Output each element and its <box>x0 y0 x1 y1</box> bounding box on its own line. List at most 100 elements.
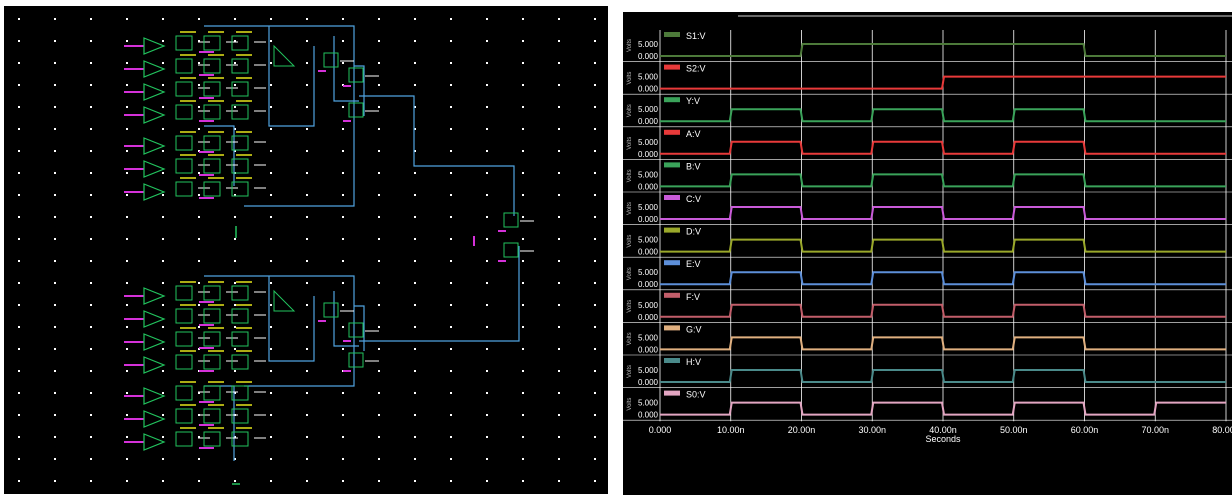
y-unit-label: Volts <box>627 202 633 215</box>
signal-trace <box>660 75 1226 90</box>
legend-label: D:V <box>686 227 701 237</box>
signal-trace <box>660 369 1226 383</box>
y-tick-low: 0.000 <box>638 150 659 159</box>
legend-swatch <box>664 227 680 233</box>
legend-label: F:V <box>686 292 700 302</box>
signal-row: E:V 5.000 0.000 Volts <box>623 259 1232 291</box>
y-tick-low: 0.000 <box>638 345 659 354</box>
legend-swatch <box>664 260 680 266</box>
signal-row: Y:V 5.000 0.000 Volts <box>623 96 1232 128</box>
legend-label: B:V <box>686 161 701 171</box>
signal-row: G:V 5.000 0.000 Volts <box>623 324 1232 356</box>
legend-swatch <box>664 390 680 396</box>
x-tick-label: 70.00n <box>1141 425 1169 435</box>
x-tick-label: 60.00n <box>1071 425 1099 435</box>
signal-trace <box>660 108 1226 123</box>
logic-block <box>124 381 266 451</box>
signal-trace <box>660 43 1226 57</box>
y-tick-low: 0.000 <box>638 182 659 191</box>
y-unit-label: Volts <box>627 235 633 248</box>
y-tick-high: 5.000 <box>638 268 659 277</box>
x-tick-label: 50.00n <box>1000 425 1028 435</box>
signal-row: S1:V 5.000 0.000 Volts <box>623 31 1232 62</box>
y-tick-low: 0.000 <box>638 117 659 126</box>
x-axis-label: Seconds <box>925 434 961 444</box>
grid-lines <box>659 30 1227 422</box>
legend-label: S1:V <box>686 31 706 41</box>
y-tick-high: 5.000 <box>638 73 659 82</box>
y-tick-high: 5.000 <box>638 236 659 245</box>
legend-label: Y:V <box>686 96 700 106</box>
x-tick-label: 40.00n <box>929 425 957 435</box>
logic-block <box>124 281 266 374</box>
y-tick-low: 0.000 <box>638 215 659 224</box>
legend-swatch <box>664 129 680 135</box>
y-unit-label: Volts <box>627 104 633 117</box>
y-tick-low: 0.000 <box>638 85 659 94</box>
signal-trace <box>660 401 1226 416</box>
output-devices <box>232 44 534 485</box>
y-unit-label: Volts <box>627 332 633 345</box>
legend-label: S0:V <box>686 390 706 400</box>
signal-row: A:V 5.000 0.000 Volts <box>623 129 1232 160</box>
y-unit-label: Volts <box>627 398 633 411</box>
grid-dots <box>18 18 596 482</box>
y-unit-label: Volts <box>627 72 633 85</box>
signal-trace <box>660 303 1226 318</box>
signal-trace <box>660 206 1226 220</box>
y-tick-high: 5.000 <box>638 170 659 179</box>
logic-block <box>124 131 266 201</box>
signal-row: B:V 5.000 0.000 Volts <box>623 161 1232 193</box>
y-tick-high: 5.000 <box>638 203 659 212</box>
legend-label: G:V <box>686 324 702 334</box>
signal-row: S0:V 5.000 0.000 Volts <box>623 390 1232 421</box>
legend-swatch <box>664 325 680 331</box>
y-tick-high: 5.000 <box>638 301 659 310</box>
x-tick-label: 0.000 <box>649 425 672 435</box>
waveform-viewer[interactable]: S1:V 5.000 0.000 Volts S2:V 5.000 0.000 Volts Y:… <box>623 12 1232 495</box>
legend-swatch <box>664 292 680 298</box>
y-unit-label: Volts <box>627 267 633 280</box>
x-tick-label: 30.00n <box>858 425 886 435</box>
x-axis: 0.000 10.00n 20.00n 30.00n 40.00n 50.00n 60.00… <box>649 425 1232 444</box>
signal-trace <box>660 173 1226 188</box>
legend-swatch <box>664 162 680 168</box>
y-tick-high: 5.000 <box>638 138 659 147</box>
y-tick-high: 5.000 <box>638 366 659 375</box>
x-tick-label: 10.00n <box>717 425 745 435</box>
y-tick-high: 5.000 <box>638 399 659 408</box>
legend-label: C:V <box>686 194 701 204</box>
signal-trace <box>660 238 1226 253</box>
y-unit-label: Volts <box>627 365 633 378</box>
x-tick-label: 80.00n <box>1212 425 1232 435</box>
x-tick-label: 20.00n <box>788 425 816 435</box>
wires <box>204 25 520 461</box>
legend-swatch <box>664 97 680 103</box>
schematic-drawing <box>18 18 596 485</box>
signal-row: H:V 5.000 0.000 Volts <box>623 357 1232 388</box>
logic-block <box>124 31 266 124</box>
legend-swatch <box>664 64 680 70</box>
y-unit-label: Volts <box>627 39 633 52</box>
signal-row: D:V 5.000 0.000 Volts <box>623 227 1232 258</box>
signal-row: F:V 5.000 0.000 Volts <box>623 292 1232 323</box>
signal-row: S2:V 5.000 0.000 Volts <box>623 64 1232 95</box>
signal-trace <box>660 271 1226 286</box>
legend-swatch <box>664 358 680 363</box>
legend-swatch <box>664 195 680 200</box>
y-tick-high: 5.000 <box>638 40 659 49</box>
signal-trace <box>660 140 1226 155</box>
schematic-editor-canvas[interactable] <box>4 6 608 494</box>
y-tick-low: 0.000 <box>638 378 659 387</box>
legend-label: H:V <box>686 357 701 367</box>
y-tick-low: 0.000 <box>638 280 659 289</box>
y-tick-low: 0.000 <box>638 248 659 257</box>
y-tick-low: 0.000 <box>638 52 659 61</box>
signal-trace <box>660 336 1226 351</box>
y-tick-high: 5.000 <box>638 333 659 342</box>
y-tick-low: 0.000 <box>638 313 659 322</box>
legend-swatch <box>664 32 680 37</box>
y-unit-label: Volts <box>627 300 633 313</box>
y-unit-label: Volts <box>627 169 633 182</box>
legend-label: A:V <box>686 129 701 139</box>
